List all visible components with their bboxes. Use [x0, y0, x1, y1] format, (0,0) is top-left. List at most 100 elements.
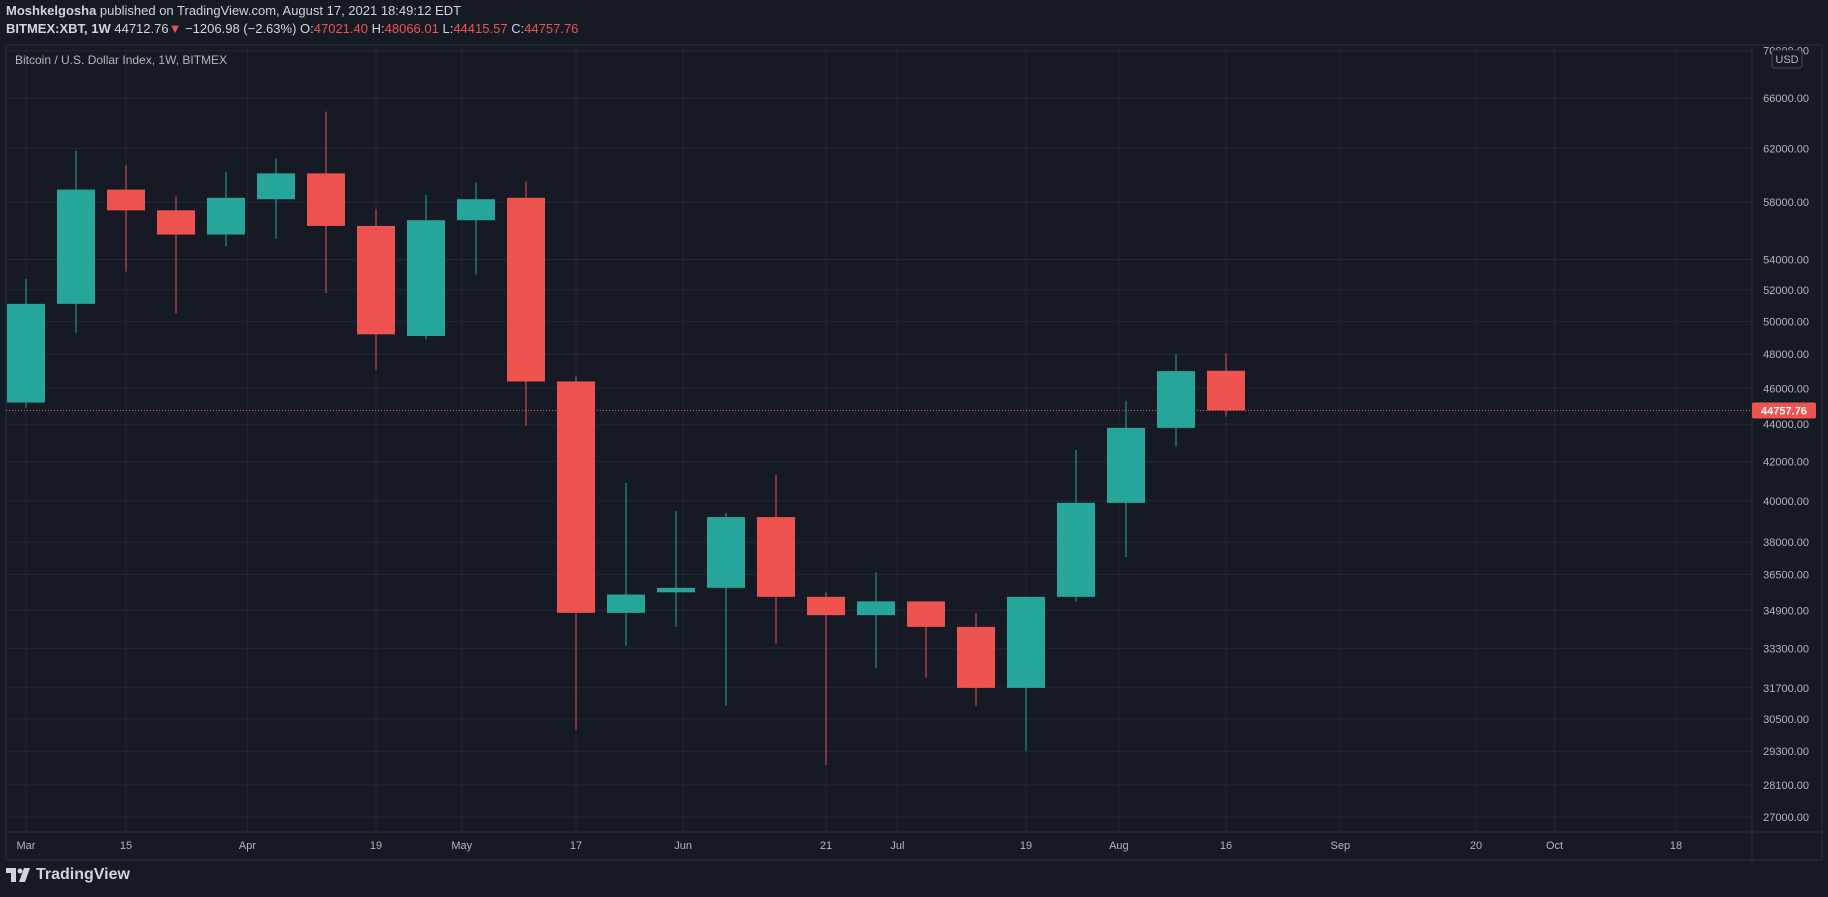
last-price: 44712.76 — [114, 21, 169, 36]
price-tick-label: 58000.00 — [1763, 197, 1809, 209]
time-tick-label: Apr — [239, 840, 256, 852]
candle-body — [1207, 370, 1245, 411]
candle-body — [707, 517, 745, 588]
footer-brand: TradingView — [36, 866, 130, 883]
candle — [1107, 400, 1145, 558]
candle — [1207, 353, 1245, 417]
current-price-tag: 44757.76 — [1752, 402, 1816, 419]
candle-body — [807, 596, 845, 616]
candle — [857, 572, 895, 668]
high-label: H: — [371, 21, 385, 36]
price-tick-label: 44000.00 — [1763, 419, 1809, 431]
close-value: 44757.76 — [524, 21, 579, 36]
candle — [657, 510, 695, 627]
time-tick-label: Aug — [1109, 840, 1129, 852]
candle-body — [1107, 427, 1145, 503]
time-tick-label: Jun — [674, 840, 692, 852]
ohlc-legend: BITMEX:XBT, 1W 44712.76▼ −1206.98 (−2.63… — [6, 21, 578, 36]
candle — [807, 592, 845, 766]
candle-body — [357, 225, 395, 335]
candle — [7, 279, 45, 408]
low-value: 44415.57 — [453, 21, 508, 36]
price-tick-label: 52000.00 — [1763, 285, 1809, 297]
candle-body — [907, 601, 945, 627]
candle-body — [557, 381, 595, 613]
time-tick-label: 20 — [1470, 840, 1482, 852]
time-tick-label: Mar — [17, 840, 36, 852]
price-tick-label: 48000.00 — [1763, 349, 1809, 361]
open-value: 47021.40 — [313, 21, 368, 36]
candle — [957, 612, 995, 706]
price-tick-label: 28100.00 — [1763, 780, 1809, 792]
price-tick-label: 46000.00 — [1763, 383, 1809, 395]
price-tick-label: 50000.00 — [1763, 316, 1809, 328]
published-text: published on TradingView.com, August 17,… — [99, 3, 462, 18]
candle — [457, 182, 495, 275]
candle — [357, 208, 395, 370]
price-tick-label: 62000.00 — [1763, 143, 1809, 155]
candle — [757, 475, 795, 644]
candles — [7, 111, 1245, 766]
candle — [557, 376, 595, 730]
candle — [307, 111, 345, 293]
time-tick-label: 19 — [1020, 840, 1032, 852]
price-tick-label: 30500.00 — [1763, 714, 1809, 726]
chart-title: Bitcoin / U.S. Dollar Index, 1W, BITMEX — [15, 53, 227, 67]
candle-body — [7, 303, 45, 403]
price-tick-label: 33300.00 — [1763, 643, 1809, 655]
candle — [207, 172, 245, 247]
candle-body — [507, 197, 545, 382]
time-tick-label: 18 — [1670, 840, 1682, 852]
candle-body — [457, 199, 495, 221]
price-tick-label: 36500.00 — [1763, 569, 1809, 581]
time-tick-label: 19 — [370, 840, 382, 852]
candle — [257, 158, 295, 239]
tradingview-logo[interactable]: TradingView — [6, 866, 130, 884]
grid-lines — [6, 45, 1752, 832]
candle — [157, 196, 195, 314]
price-axis[interactable]: 70000.0066000.0062000.0058000.0054000.00… — [1763, 46, 1809, 824]
time-tick-label: 16 — [1220, 840, 1232, 852]
down-arrow-icon: ▼ — [168, 21, 182, 36]
high-value: 48066.01 — [384, 21, 439, 36]
price-tick-label: 31700.00 — [1763, 683, 1809, 695]
price-tick-label: 40000.00 — [1763, 496, 1809, 508]
candle-body — [307, 173, 345, 226]
current-price-label: 44757.76 — [1761, 405, 1807, 417]
candle-body — [57, 189, 95, 304]
time-tick-label: Sep — [1330, 840, 1350, 852]
currency-label: USD — [1775, 54, 1798, 66]
currency-button[interactable]: USD — [1771, 49, 1803, 69]
plot-border — [5, 44, 1823, 861]
candle — [1057, 450, 1095, 602]
candle-body — [1157, 371, 1195, 428]
price-tick-label: 42000.00 — [1763, 457, 1809, 469]
price-tick-label: 66000.00 — [1763, 93, 1809, 105]
candle — [57, 150, 95, 333]
candle-body — [757, 517, 795, 597]
author-name[interactable]: Moshkelgosha — [6, 3, 97, 18]
candle — [907, 601, 945, 678]
candle-body — [857, 601, 895, 616]
candle-body — [1057, 502, 1095, 597]
candle-body — [1007, 596, 1045, 688]
time-tick-label: Oct — [1546, 840, 1563, 852]
price-tick-label: 27000.00 — [1763, 812, 1809, 824]
candle — [507, 181, 545, 427]
open-label: O: — [300, 21, 314, 36]
tradingview-icon — [6, 868, 30, 882]
close-label: C: — [511, 21, 525, 36]
candle — [1157, 354, 1195, 447]
candle — [707, 512, 745, 706]
low-label: L: — [442, 21, 454, 36]
time-tick-label: 17 — [570, 840, 582, 852]
candle-body — [657, 587, 695, 593]
candle-body — [607, 594, 645, 613]
candle-body — [107, 189, 145, 211]
candle-body — [157, 210, 195, 235]
candle — [407, 195, 445, 340]
time-axis[interactable]: Mar 15 Apr 19 May 17 Jun 21 Jul 19 Aug 16 Sep 20 Oct 18 — [17, 840, 1683, 852]
price-tick-label: 38000.00 — [1763, 537, 1809, 549]
publish-info: Moshkelgosha published on TradingView.co… — [6, 3, 461, 18]
